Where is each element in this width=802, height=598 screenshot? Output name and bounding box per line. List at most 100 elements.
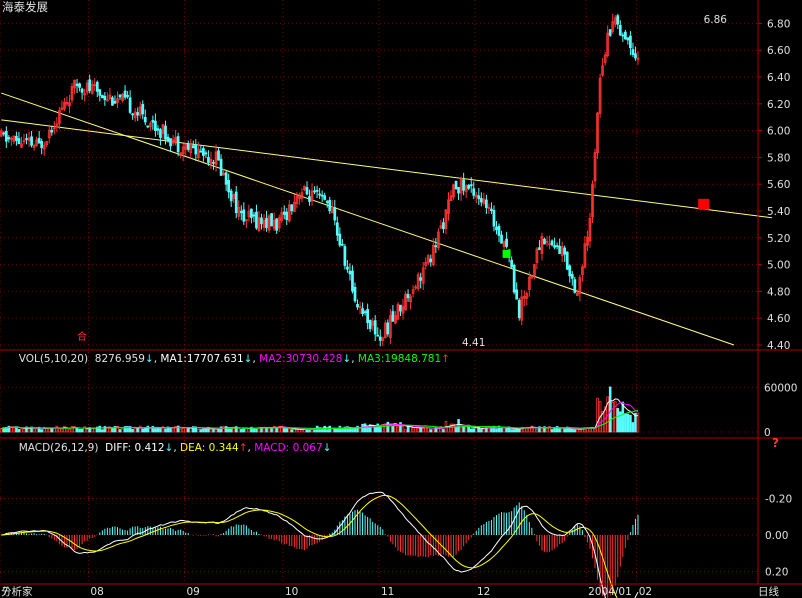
candle-body <box>0 130 3 137</box>
volume-bar <box>174 426 177 433</box>
candle-body <box>338 233 342 246</box>
price-tick-label: 6.40 <box>767 72 790 84</box>
price-tick-label: 6.60 <box>767 45 790 57</box>
signal-markers <box>502 198 710 258</box>
candle-body <box>32 145 36 148</box>
volume-bar <box>288 428 291 433</box>
help-icon[interactable]: ? <box>772 436 779 450</box>
candle-body <box>383 322 387 339</box>
candle-body <box>151 119 155 123</box>
grid-lines <box>0 0 758 584</box>
volume-bar <box>573 429 577 433</box>
candle-body <box>538 247 541 250</box>
volume-bar <box>376 423 380 433</box>
candle-body <box>348 270 352 275</box>
volume-bar <box>596 397 599 433</box>
volume-bar <box>161 426 165 433</box>
candle-body <box>88 79 92 92</box>
candle-body <box>618 25 622 36</box>
candle-body <box>479 198 483 203</box>
candle-body <box>341 243 344 246</box>
candle-body <box>25 138 28 140</box>
candle-body <box>272 219 276 229</box>
period-label[interactable]: 日线 <box>758 585 779 598</box>
candle-body <box>52 127 56 130</box>
candle-body <box>300 192 304 199</box>
volume-series[interactable] <box>0 386 640 433</box>
candle-body <box>262 220 266 228</box>
candle-body <box>457 187 460 194</box>
candle-body <box>482 198 486 204</box>
volume-bar <box>565 426 569 433</box>
volume-bar <box>381 423 385 433</box>
volume-bar <box>143 428 147 433</box>
candle-body <box>68 102 71 107</box>
candle-body <box>477 195 481 200</box>
macd-header: MACD(26,12,9) DIFF: 0.412↓, DEA: 0.344↑,… <box>2 442 341 454</box>
candle-body <box>371 321 375 326</box>
candle-body <box>295 195 299 204</box>
candle-body <box>78 83 81 88</box>
candle-body <box>303 185 306 191</box>
ex-rights-marker: 合 <box>77 330 87 343</box>
volume-bar <box>467 426 470 433</box>
volume-bar <box>42 426 46 433</box>
candle-body <box>575 292 579 296</box>
volume-bar <box>409 426 412 433</box>
x-axis-label: 10 <box>285 586 298 598</box>
candle-body <box>47 129 51 139</box>
candle-body <box>116 98 119 103</box>
candle-body <box>191 145 195 149</box>
candle-body <box>533 264 536 276</box>
candle-body <box>378 336 382 341</box>
candle-body <box>171 139 175 144</box>
candle-body <box>328 199 332 212</box>
volume-bar <box>555 426 559 433</box>
volume-bar <box>17 429 21 433</box>
volume-bar <box>616 408 620 433</box>
volume-bar <box>543 426 546 433</box>
candle-body <box>631 49 635 55</box>
candle-body <box>232 194 236 199</box>
candle-body <box>275 218 279 231</box>
volume-bar <box>222 426 225 433</box>
buy-signal-marker <box>502 249 511 258</box>
volume-bar <box>179 428 182 433</box>
x-axis-label: 2004/01 <box>588 586 632 598</box>
candle-body <box>570 273 574 279</box>
volume-bar <box>346 426 349 433</box>
volume-bar <box>469 428 473 433</box>
volume-bar <box>121 428 124 433</box>
candle-body <box>194 144 198 155</box>
volume-bar <box>227 428 230 433</box>
candle-body <box>313 190 316 193</box>
volume-bar <box>270 427 273 433</box>
candle-body <box>265 217 268 229</box>
candle-body <box>103 95 107 101</box>
macd-series[interactable] <box>1 491 639 598</box>
candle-body <box>255 211 258 229</box>
candle-body <box>138 106 142 116</box>
candle-body <box>244 219 248 222</box>
volume-tick-label: 60000 <box>764 382 797 394</box>
candle-body <box>439 225 443 229</box>
candle-body <box>356 303 359 308</box>
candle-body <box>598 77 602 114</box>
volume-bar <box>199 429 203 433</box>
volume-bar <box>151 426 155 433</box>
candle-body <box>164 125 167 140</box>
candle-body <box>2 132 6 135</box>
candle-body <box>298 196 301 199</box>
candle-body <box>613 17 617 25</box>
candle-body <box>414 286 417 289</box>
candle-body <box>485 199 488 209</box>
volume-bar <box>212 428 215 433</box>
candle-body <box>510 259 514 268</box>
volume-bar <box>406 425 410 433</box>
candlestick-series[interactable] <box>0 13 640 347</box>
volume-bar <box>131 429 134 433</box>
volume-bar <box>234 426 238 433</box>
candle-body <box>568 265 572 277</box>
